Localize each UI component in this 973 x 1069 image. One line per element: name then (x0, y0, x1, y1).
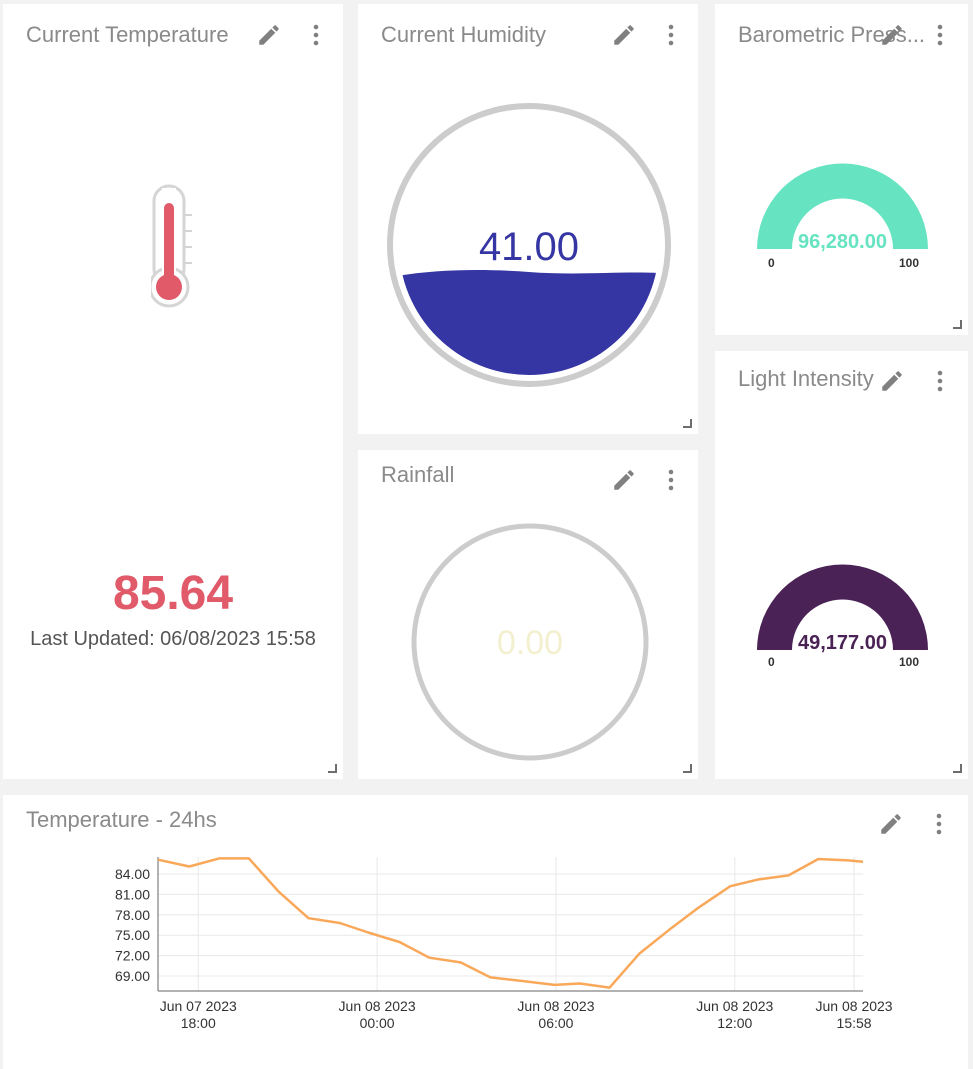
pencil-icon[interactable] (255, 21, 283, 49)
light-min-label: 0 (768, 655, 775, 669)
humidity-value: 41.00 (479, 225, 579, 269)
light-card-title: Light Intensity (738, 366, 874, 391)
light-gauge: 49,177.00 (757, 564, 928, 653)
y-tick-label: 72.00 (115, 948, 150, 964)
x-tick-label: 18:00 (181, 1015, 216, 1031)
pressure-min-label: 0 (768, 256, 775, 270)
y-tick-label: 69.00 (115, 968, 150, 984)
y-tick-label: 78.00 (115, 907, 150, 923)
y-tick-label: 81.00 (115, 886, 150, 902)
x-tick-label: Jun 08 2023 (696, 998, 773, 1014)
x-tick-label: 15:58 (837, 1015, 872, 1031)
kebab-menu-icon[interactable] (925, 810, 953, 838)
humidity-card: Current Humidity 41.00 (358, 4, 698, 434)
temperature-line-chart: 69.00 72.00 75.00 78.00 81.00 84.00 Jun 07 202… (115, 857, 893, 1031)
pressure-card-title: Barometric Press... (738, 22, 926, 47)
pencil-icon[interactable] (878, 21, 906, 49)
resize-handle-icon[interactable] (953, 320, 962, 329)
kebab-menu-icon[interactable] (657, 21, 685, 49)
y-tick-label: 84.00 (115, 866, 150, 882)
temperature-card: Current Temperature 85.64 Last Updated: … (3, 4, 343, 779)
temperature-chart-card: Temperature - 24hs 69.00 72.00 75.00 78.00 8… (3, 795, 968, 1069)
pressure-card: Barometric Press... 96,280.00 0 100 (715, 4, 968, 335)
pencil-icon[interactable] (610, 466, 638, 494)
x-tick-label: 12:00 (717, 1015, 752, 1031)
rainfall-card-title: Rainfall (381, 462, 455, 487)
humidity-card-title: Current Humidity (381, 22, 547, 47)
resize-handle-icon[interactable] (328, 764, 337, 773)
rainfall-value: 0.00 (497, 624, 563, 662)
x-tick-label: Jun 08 2023 (517, 998, 594, 1014)
resize-handle-icon[interactable] (683, 764, 692, 773)
kebab-menu-icon[interactable] (657, 466, 685, 494)
rainfall-card: Rainfall 0.00 (358, 450, 698, 779)
thermometer-icon (148, 184, 199, 319)
pencil-icon[interactable] (610, 21, 638, 49)
resize-handle-icon[interactable] (683, 419, 692, 428)
pencil-icon[interactable] (878, 367, 906, 395)
kebab-menu-icon[interactable] (926, 21, 954, 49)
x-tick-label: Jun 07 2023 (160, 998, 237, 1014)
pressure-value: 96,280.00 (798, 231, 887, 253)
temperature-value: 85.64 (112, 567, 234, 620)
kebab-menu-icon[interactable] (302, 21, 330, 49)
pressure-gauge: 96,280.00 (757, 163, 928, 253)
kebab-menu-icon[interactable] (926, 367, 954, 395)
light-value: 49,177.00 (798, 632, 887, 653)
pressure-max-label: 100 (899, 256, 920, 270)
light-max-label: 100 (899, 655, 920, 669)
rainfall-liquid-gauge: 0.00 (411, 523, 649, 761)
x-tick-label: 00:00 (360, 1015, 395, 1031)
resize-handle-icon[interactable] (953, 764, 962, 773)
temperature-series-line (157, 857, 864, 989)
x-tick-label: Jun 08 2023 (816, 998, 893, 1014)
y-tick-label: 75.00 (115, 927, 150, 943)
humidity-liquid-gauge: 41.00 (387, 103, 671, 387)
x-tick-label: 06:00 (538, 1015, 573, 1031)
temperature-card-title: Current Temperature (26, 22, 229, 47)
light-card: Light Intensity 49,177.00 0 100 (715, 351, 968, 779)
x-tick-label: Jun 08 2023 (339, 998, 416, 1014)
temperature-last-updated: Last Updated: 06/08/2023 15:58 (30, 628, 316, 650)
pencil-icon[interactable] (877, 810, 905, 838)
